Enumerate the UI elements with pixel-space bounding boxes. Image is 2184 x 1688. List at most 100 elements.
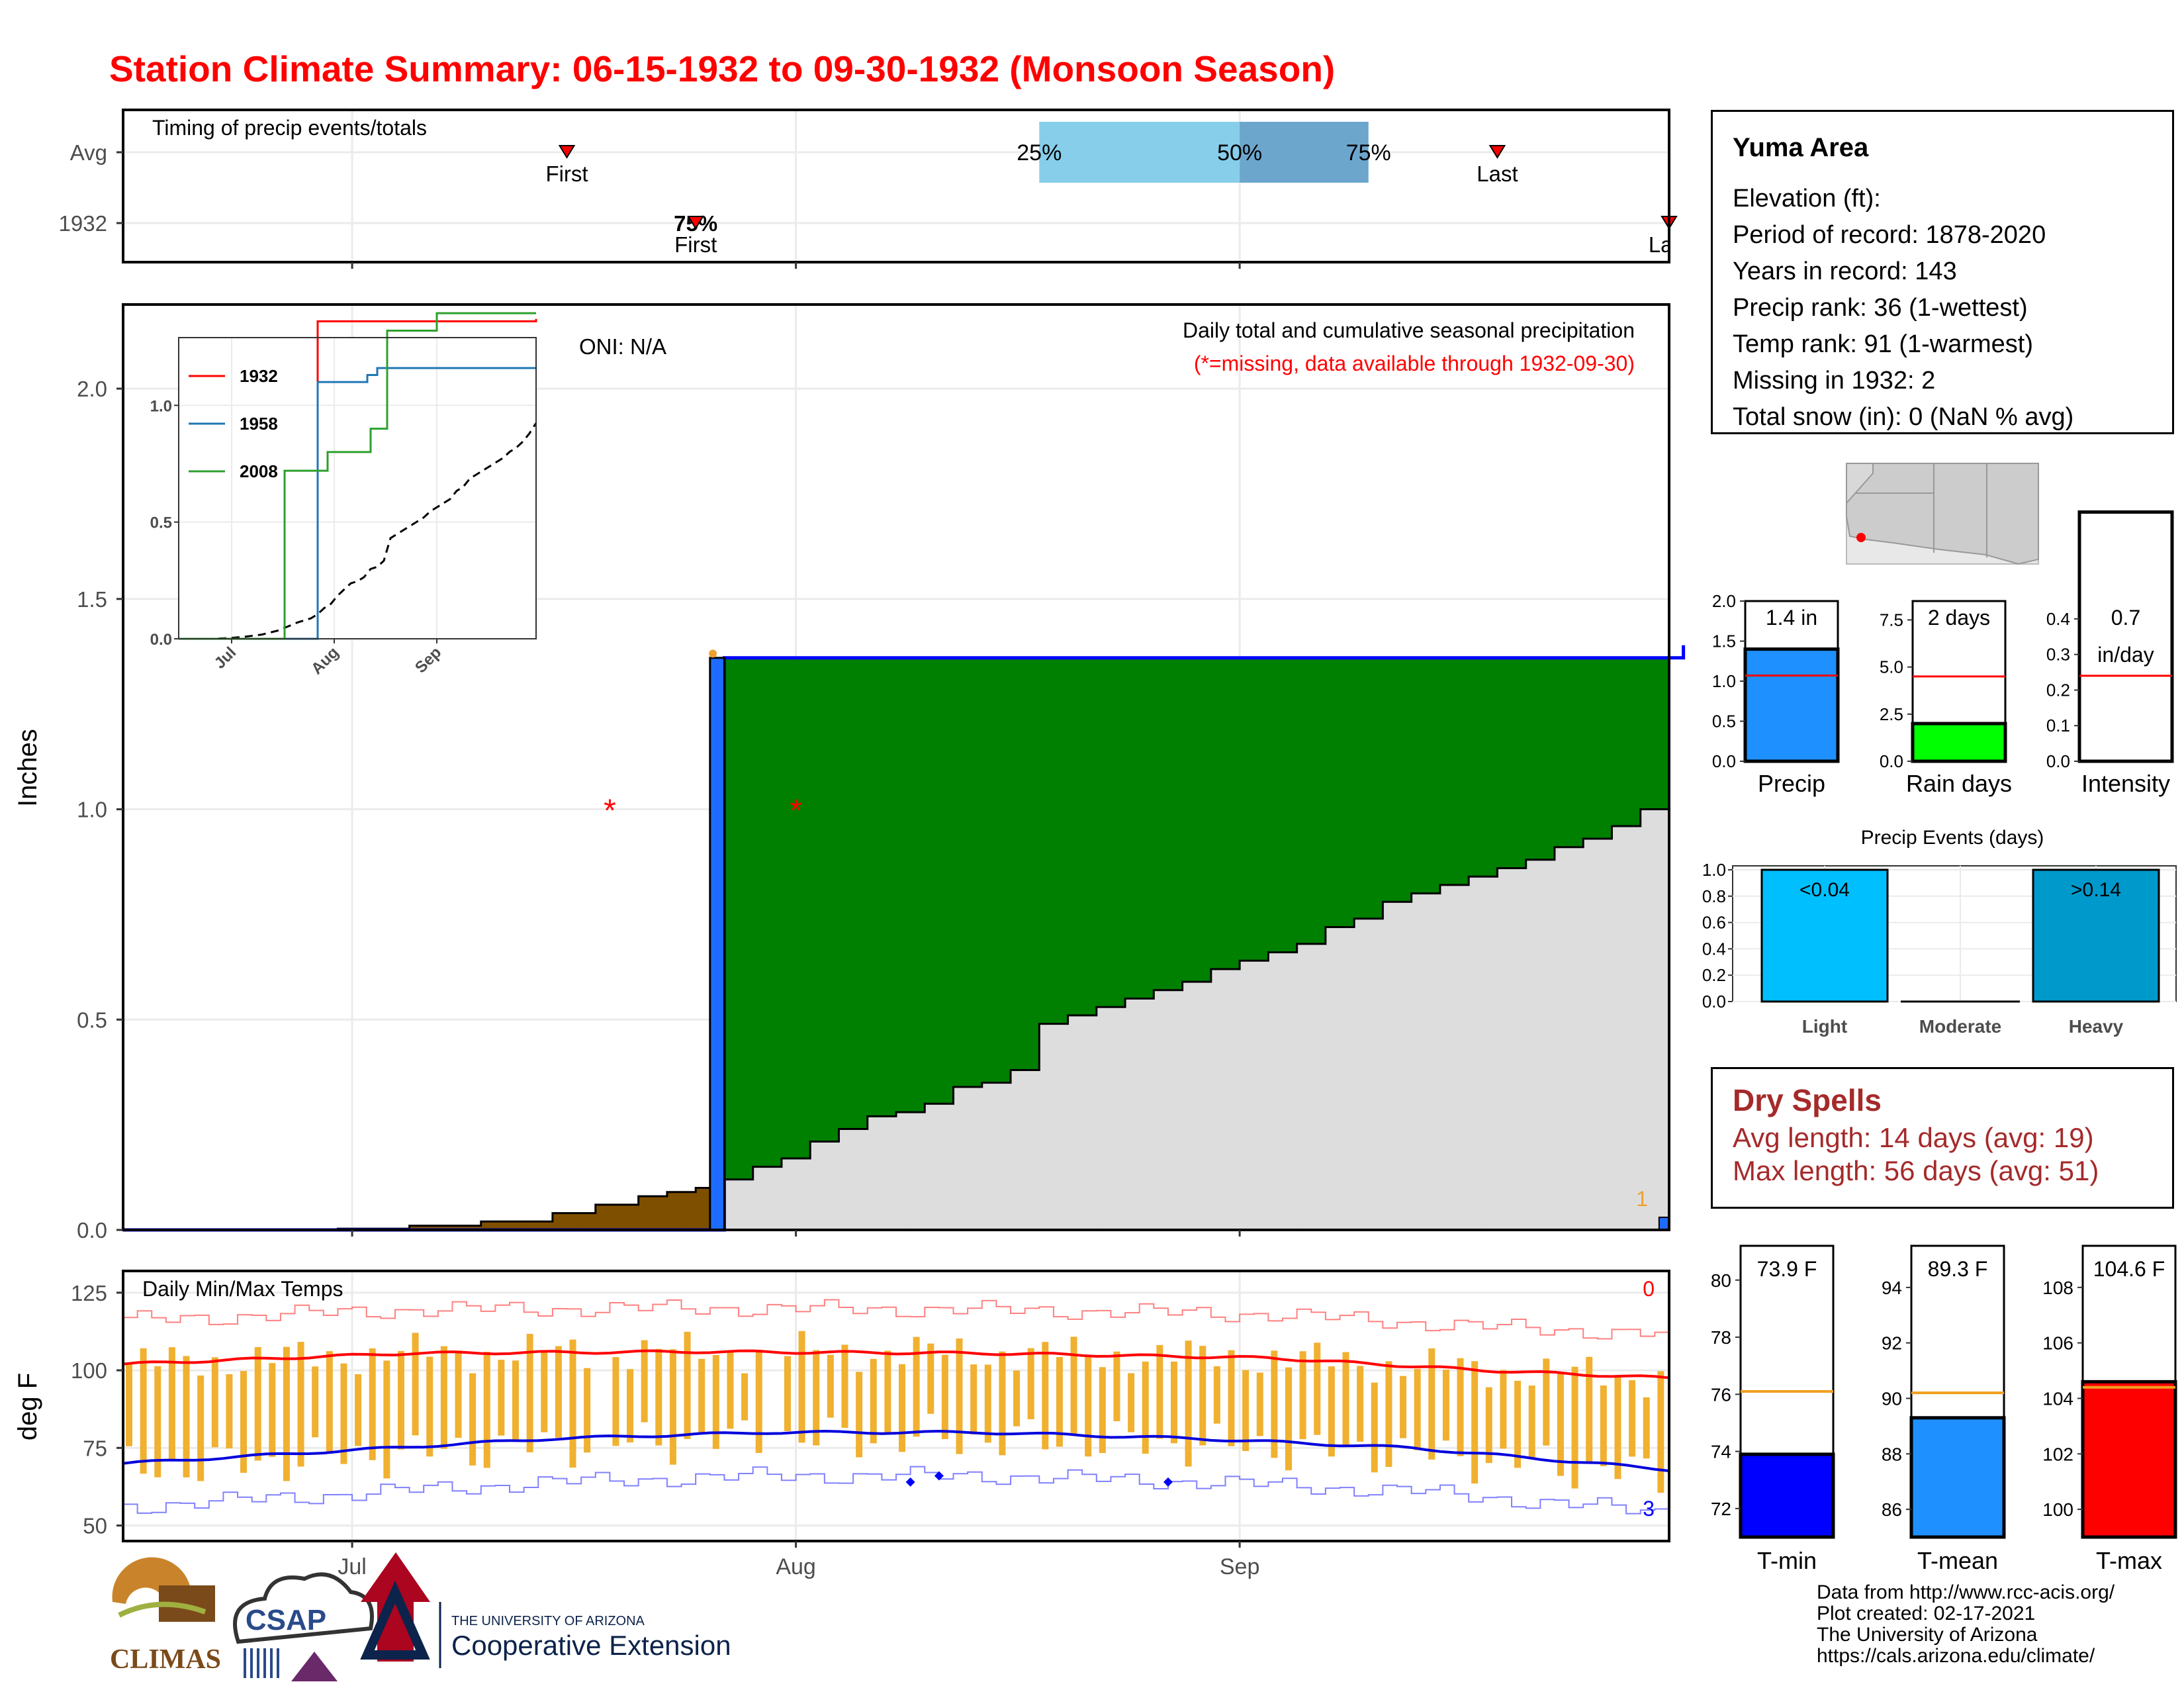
daily-temp-bar: [970, 1364, 978, 1434]
daily-temp-bar: [627, 1369, 634, 1443]
surplus-area: [1397, 657, 1412, 902]
record-low-marker: [934, 1471, 944, 1481]
y-tick-label: 0.0: [2046, 751, 2070, 771]
surplus-area: [1125, 657, 1140, 999]
daily-temp-bar: [1614, 1375, 1621, 1479]
y-tick-label: 100: [71, 1358, 107, 1383]
avg-area: [1497, 868, 1512, 1230]
tmean-bar: [1909, 1416, 2006, 1539]
avg-area: [953, 1086, 968, 1230]
avg-area: [1612, 825, 1627, 1230]
y-tick-label: 102: [2042, 1444, 2073, 1464]
credits: Data from http://www.rcc-acis.org/ Plot …: [1817, 1582, 2115, 1667]
credit-line: Data from http://www.rcc-acis.org/: [1817, 1581, 2115, 1603]
y-tick-label: 0.0: [77, 1218, 107, 1243]
avg-area: [1311, 943, 1326, 1230]
daily-temp-bar: [741, 1373, 749, 1421]
y-tick-label: 88: [1882, 1444, 1902, 1464]
deficit-area: [638, 1196, 653, 1230]
avg-area: [1082, 1015, 1097, 1230]
oni-label: ONI: N/A: [579, 334, 666, 359]
precip-frame: [122, 303, 1670, 1231]
precip-panel: * * 1 Daily total and cumulative seasonal p…: [13, 303, 1686, 1243]
surplus-area: [1082, 657, 1097, 1015]
daily-temp-bar: [612, 1357, 619, 1446]
station-snow: Total snow (in): 0 (NaN % avg): [1733, 403, 2074, 431]
surplus-area: [1053, 657, 1069, 1024]
tbar-category-label: T-max: [2096, 1547, 2162, 1574]
dry-spells-avg: Avg length: 14 days (avg: 19): [1733, 1122, 2094, 1153]
avg-area: [1540, 859, 1555, 1230]
avg-area: [1325, 927, 1341, 1230]
daily-temp-bar: [727, 1351, 734, 1429]
quartile-bar: [1240, 122, 1369, 183]
deficit-area: [666, 1192, 682, 1230]
avg-area: [1569, 847, 1584, 1230]
avg-area: [767, 1166, 782, 1230]
daily-temp-bar: [369, 1348, 376, 1460]
daily-temp-bar: [1457, 1358, 1464, 1456]
avg-area: [1068, 1015, 1083, 1230]
daily-temp-bar: [1085, 1354, 1092, 1457]
avg-area: [981, 1082, 997, 1230]
surplus-area: [781, 657, 797, 1158]
avg-area: [1368, 918, 1383, 1230]
y-tick-label: 1.0: [1702, 860, 1726, 880]
daily-temp-bar: [469, 1373, 477, 1466]
surplus-area: [1469, 657, 1484, 877]
deficit-area: [610, 1204, 625, 1230]
y-tick-label: 5.0: [1880, 657, 1903, 677]
avg-area: [1283, 952, 1298, 1230]
y-tick-label: 125: [71, 1281, 107, 1305]
surplus-area: [938, 657, 954, 1104]
page-title: Station Climate Summary: 06-15-1932 to 0…: [109, 48, 1336, 89]
avg-area: [996, 1082, 1011, 1230]
y-tick-label: 2.0: [77, 377, 107, 401]
bar-unit-label: in/day: [2097, 643, 2154, 667]
y-tick-label: 0.8: [1702, 886, 1726, 906]
daily-temp-bar: [584, 1368, 591, 1453]
avg-area: [839, 1129, 854, 1230]
station-period: Period of record: 1878-2020: [1733, 221, 2046, 249]
daily-temp-bar: [312, 1366, 319, 1438]
surplus-area: [1512, 657, 1527, 868]
daily-temp-bar: [483, 1352, 490, 1468]
y-tick-label: 0.6: [1702, 913, 1726, 933]
deficit-area: [495, 1221, 510, 1230]
avg-area: [1182, 982, 1197, 1230]
deficit-area: [523, 1221, 539, 1230]
avg-area: [925, 1103, 940, 1230]
daily-temp-bar: [1242, 1370, 1250, 1452]
record-low-marker: [1163, 1477, 1173, 1487]
first-marker: [687, 216, 704, 230]
y-tick-label: 106: [2042, 1333, 2073, 1354]
y-tick-label: 72: [1711, 1499, 1731, 1519]
tbar-value-label: 89.3 F: [1928, 1257, 1988, 1281]
legend-label: 1958: [240, 414, 278, 434]
legend-label: 2008: [240, 461, 278, 481]
deficit-area: [681, 1192, 696, 1230]
coop-extension-text: Cooperative Extension: [451, 1630, 731, 1661]
event-category-label: Heavy: [2069, 1016, 2124, 1037]
surplus-area: [767, 657, 782, 1167]
csap-mountain: [291, 1652, 338, 1681]
quartile-label: 75%: [1346, 140, 1391, 165]
deficit-area: [424, 1225, 439, 1230]
daily-temp-bar: [1314, 1342, 1321, 1435]
daily-temp-bar: [197, 1375, 205, 1481]
daily-temp-bar: [1428, 1348, 1435, 1460]
avg-area: [1053, 1023, 1069, 1230]
daily-precip-bar: [709, 657, 725, 1231]
avg-area: [1167, 990, 1183, 1230]
avg-area: [1397, 902, 1412, 1230]
daily-temp-bar: [1342, 1352, 1349, 1445]
surplus-area: [1525, 657, 1541, 860]
row-label: Avg: [70, 140, 107, 165]
surplus-area: [839, 657, 854, 1129]
avg-area: [1640, 809, 1655, 1230]
daily-temp-bar: [755, 1349, 762, 1453]
daily-temp-bar: [183, 1356, 190, 1477]
deficit-area: [510, 1221, 525, 1230]
daily-temp-bar: [569, 1339, 576, 1468]
